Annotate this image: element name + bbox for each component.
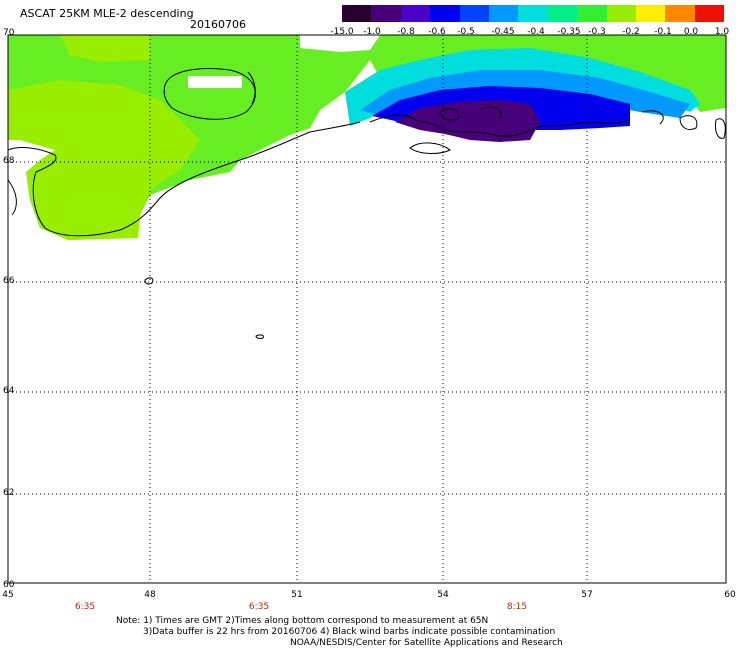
- lat-label: 70: [3, 28, 15, 38]
- colorbar-tick: -0.8: [397, 27, 415, 37]
- colorbar-segment: [665, 5, 695, 22]
- lon-label: 48: [144, 590, 156, 600]
- colorbar-segment: [371, 5, 401, 22]
- colorbar-segment: [488, 5, 519, 22]
- lon-label: 54: [437, 590, 449, 600]
- pass-time: 8:15: [506, 602, 528, 612]
- colorbar-segment: [635, 5, 666, 22]
- lat-label: 62: [3, 488, 15, 498]
- colorbar-tick: -0.45: [491, 27, 515, 37]
- colorbar-segment: [459, 5, 489, 22]
- lon-label: 45: [2, 590, 14, 600]
- footnote-line: 3)Data buffer is 22 hrs from 20160706 4)…: [143, 627, 556, 637]
- footnote-line: Note: 1) Times are GMT 2)Times along bot…: [116, 616, 489, 626]
- pass-time: 6:35: [74, 602, 96, 612]
- colorbar-tick: 1.0: [714, 27, 730, 37]
- colorbar-tick: -0.6: [428, 27, 446, 37]
- colorbar-segment: [606, 5, 636, 22]
- map-date: 20160706: [190, 18, 246, 31]
- colorbar-tick: -0.5: [457, 27, 475, 37]
- map-title: ASCAT 25KM MLE-2 descending: [20, 7, 194, 20]
- colorbar-tick: -0.4: [527, 27, 545, 37]
- lat-label: 68: [3, 156, 15, 166]
- map-frame: [7, 34, 727, 584]
- colorbar-segment: [694, 5, 725, 22]
- colorbar: [342, 5, 725, 22]
- colorbar-segment: [400, 5, 431, 22]
- colorbar-tick: -1.0: [363, 27, 381, 37]
- swath-purple: [395, 100, 540, 142]
- swath-gap: [188, 76, 242, 88]
- coastline: [7, 68, 726, 339]
- lat-label: 64: [3, 386, 15, 396]
- swath-gap: [700, 110, 726, 140]
- colorbar-tick: -0.35: [557, 27, 581, 37]
- lon-label: 60: [724, 590, 736, 600]
- lon-label: 51: [291, 590, 303, 600]
- lat-label: 66: [3, 276, 15, 286]
- colorbar-segment: [518, 5, 548, 22]
- footnote-credit: NOAA/NESDIS/Center for Satellite Applica…: [290, 638, 563, 648]
- colorbar-segment: [430, 5, 460, 22]
- lat-label: 60: [3, 580, 15, 590]
- colorbar-segment: [577, 5, 607, 22]
- swath-yellowgreen: [8, 80, 200, 240]
- colorbar-segment: [547, 5, 578, 22]
- swath-cyan: [345, 48, 700, 126]
- pass-time: 6:35: [248, 602, 270, 612]
- swath-yellowgreen: [60, 35, 150, 62]
- colorbar-tick: 0.0: [683, 27, 699, 37]
- colorbar-tick: -0.3: [588, 27, 606, 37]
- swath-gap: [300, 35, 380, 52]
- wind-swath: [8, 35, 726, 240]
- lon-label: 57: [581, 590, 593, 600]
- colorbar-tick: -15.0: [330, 27, 354, 37]
- graticule: [8, 35, 726, 583]
- colorbar-tick: -0.2: [622, 27, 640, 37]
- colorbar-segment: [342, 5, 372, 22]
- colorbar-tick: -0.1: [654, 27, 672, 37]
